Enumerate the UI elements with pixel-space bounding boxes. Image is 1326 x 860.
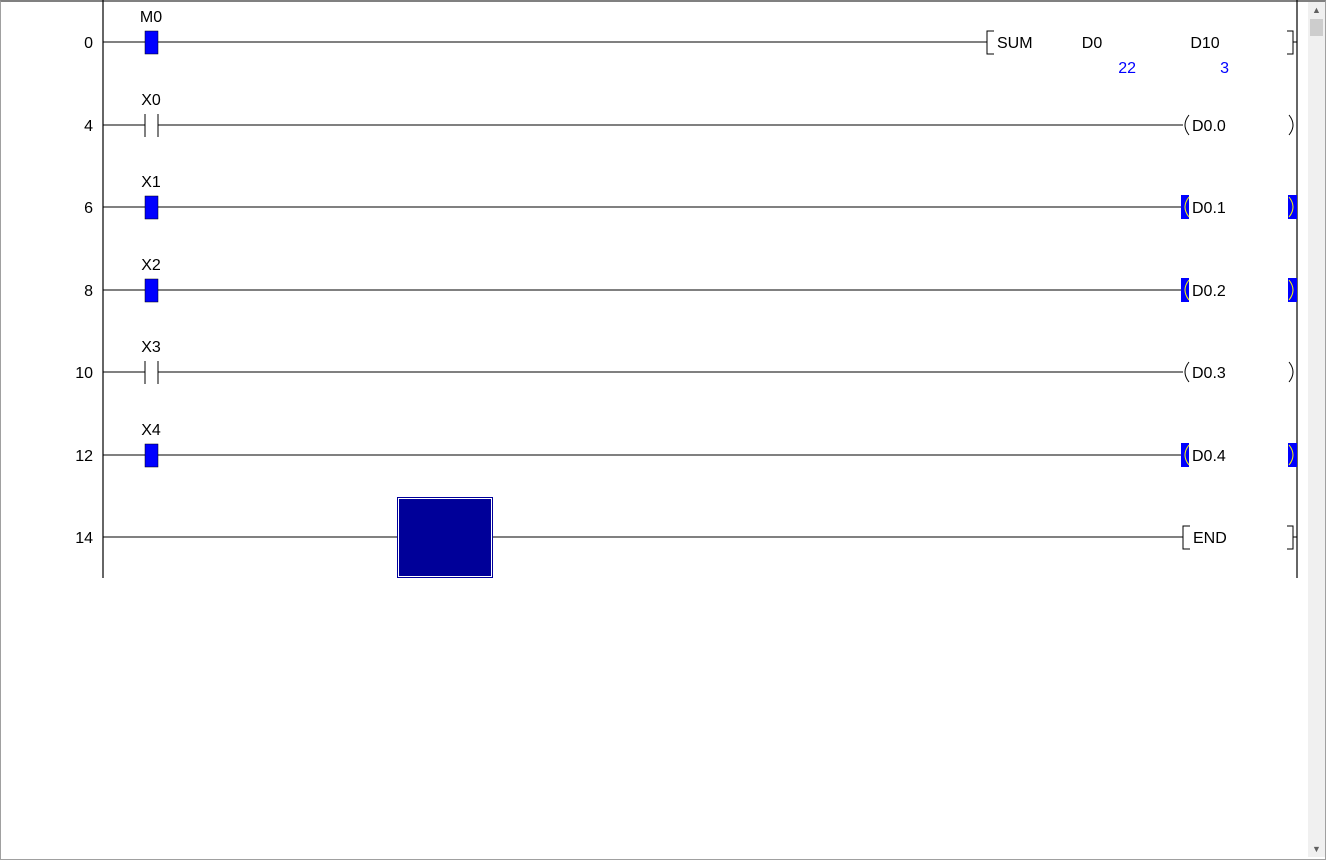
rung-14[interactable]: 14 END [75,497,1297,578]
coil-right-paren [1288,361,1294,383]
contact-gap[interactable] [145,114,158,137]
coil-label: D0.1 [1192,200,1226,217]
coil-right-paren [1288,196,1294,218]
coil-left-paren [1184,196,1190,218]
step-number: 12 [75,448,93,465]
contact-label: M0 [140,9,162,26]
coil-left-paren [1184,444,1190,466]
coil-label: D0.3 [1192,365,1226,382]
operand-value: 22 [1118,60,1136,77]
step-number: 0 [84,35,93,52]
coil-label: D0.0 [1192,118,1226,135]
instruction-left-bracket [986,30,994,55]
instruction-left-bracket [1182,525,1190,550]
step-number: 4 [84,118,93,135]
rung-6[interactable]: 6 X1 D0.1 [84,174,1297,220]
step-number: 14 [75,530,93,547]
contact-active[interactable] [144,30,159,55]
coil-left-paren [1184,114,1190,136]
coil-right-paren [1288,444,1294,466]
chevron-up-icon[interactable]: ▲ [1312,5,1321,15]
instruction-right-bracket [1287,30,1294,55]
rung-10[interactable]: 10 X3 D0.3 [75,339,1294,384]
contact-label: X2 [141,257,161,274]
coil-left-paren [1184,361,1190,383]
operand-label: D10 [1190,35,1219,52]
coil-label: D0.2 [1192,283,1226,300]
contact-label: X3 [141,339,161,356]
chevron-down-icon[interactable]: ▼ [1312,844,1321,854]
instruction-name: END [1193,530,1227,547]
rung-12[interactable]: 12 X4 D0.4 [75,422,1297,468]
instruction-right-bracket [1287,525,1294,550]
step-number: 8 [84,283,93,300]
contact-label: X1 [141,174,161,191]
selection-cursor-border [398,498,492,577]
step-number: 6 [84,200,93,217]
contact-gap[interactable] [145,361,158,384]
rung-4[interactable]: 4 X0 D0.0 [84,92,1294,137]
operand-label: D0 [1082,35,1103,52]
contact-active[interactable] [144,443,159,468]
contact-active[interactable] [144,195,159,220]
contact-label: X0 [141,92,161,109]
coil-right-paren [1288,279,1294,301]
coil-left-paren [1184,279,1190,301]
vertical-scrollbar[interactable]: ▲ ▼ [1308,2,1325,857]
coil-label: D0.4 [1192,448,1226,465]
instruction-name: SUM [997,35,1033,52]
coil-right-paren [1288,114,1294,136]
scrollbar-thumb[interactable] [1310,19,1323,36]
rung-8[interactable]: 8 X2 D0.2 [84,257,1297,303]
operand-value: 3 [1220,60,1229,77]
contact-label: X4 [141,422,161,439]
selection-cursor[interactable] [397,497,493,578]
step-number: 10 [75,365,93,382]
contact-active[interactable] [144,278,159,303]
